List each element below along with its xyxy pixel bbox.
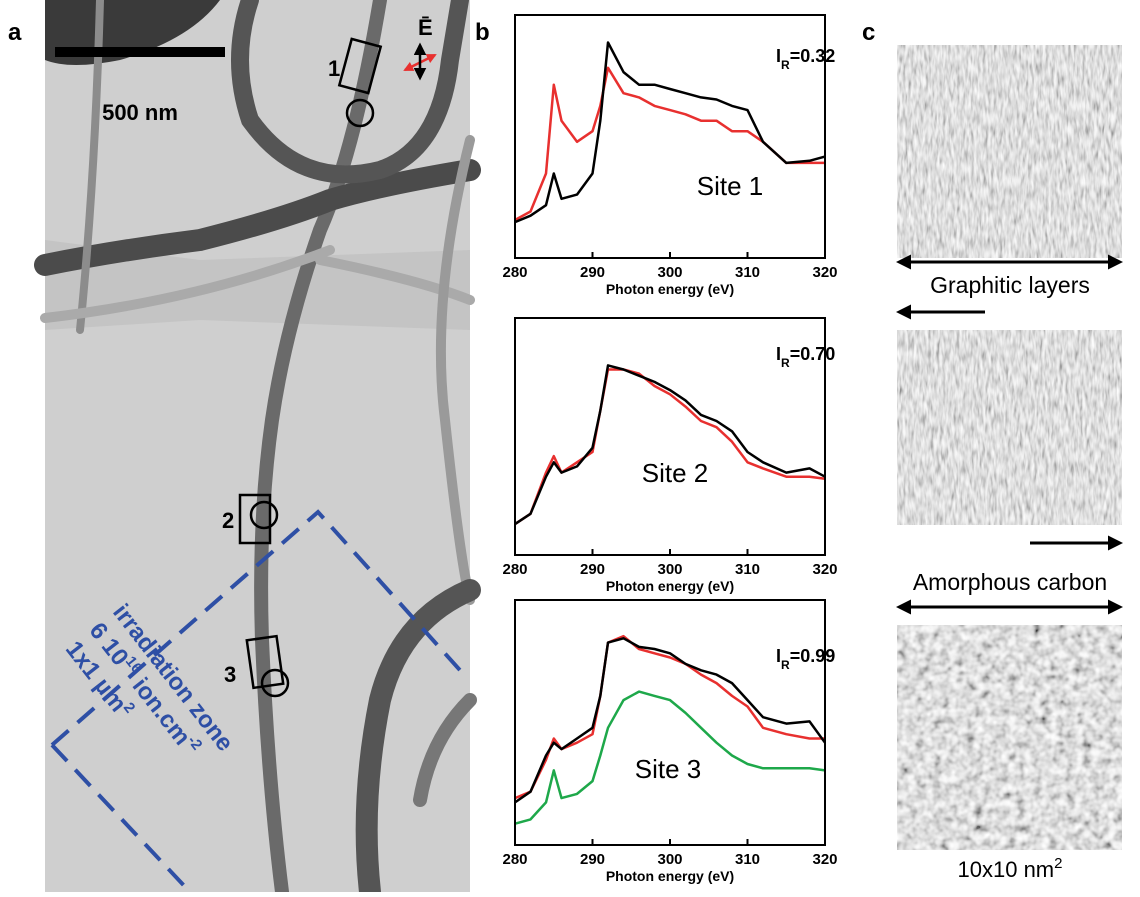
x-tick-label: 300 [657,264,682,281]
ratio-annotation: IR=0.70 [776,344,835,370]
x-tick-label: 320 [812,851,837,868]
ratio-value: =0.32 [790,46,836,66]
x-axis-label: Photon energy (eV) [606,578,734,594]
ratio-sub: R [781,658,790,672]
caption-sup: 2 [1054,855,1062,872]
ratio-annotation: IR=0.99 [776,646,835,672]
ratio-sub: R [781,58,790,72]
page: a b c 500 nm 1 2 3 Ē irradiation zone 6 … [0,0,1140,897]
caption: 10x10 nm2 [958,855,1063,882]
x-tick-label: 320 [812,561,837,578]
x-tick-label: 290 [580,264,605,281]
ratio-annotation: IR=0.32 [776,46,835,72]
site-annotation: Site 2 [642,458,709,488]
site-label: 3 [224,662,236,687]
x-axis-label: Photon energy (eV) [606,868,734,884]
site-annotation: Site 1 [697,171,764,201]
figure: a b c 500 nm 1 2 3 Ē irradiation zone 6 … [0,0,1140,892]
panel-label: a [8,19,22,46]
x-tick-label: 280 [502,851,527,868]
x-tick-label: 310 [735,264,760,281]
spectrum-line [515,370,825,525]
x-tick-label: 310 [735,851,760,868]
site-label: 2 [222,508,234,533]
x-tick-label: 280 [502,561,527,578]
hrtem-image [897,45,1122,258]
x-tick-label: 290 [580,561,605,578]
panel-label: c [862,19,875,46]
site-label: 1 [328,56,340,81]
x-tick-label: 280 [502,264,527,281]
x-tick-label: 300 [657,851,682,868]
x-tick-label: 290 [580,851,605,868]
panel-label: b [475,19,490,46]
tem-image [45,0,470,892]
spectrum-line [515,365,825,524]
caption: Graphitic layers [930,272,1090,298]
ratio-sub: R [781,356,790,370]
site-annotation: Site 3 [635,754,702,784]
x-tick-label: 300 [657,561,682,578]
hrtem-image [897,625,1122,850]
hrtem-image [897,330,1122,525]
caption: Amorphous carbon [913,569,1107,595]
spectrum-line [515,43,825,223]
ratio-value: =0.99 [790,646,836,666]
x-tick-label: 320 [812,264,837,281]
caption-text: 10x10 nm [958,857,1055,882]
scale-bar-label: 500 nm [102,100,178,125]
x-axis-label: Photon energy (eV) [606,281,734,297]
ratio-value: =0.70 [790,344,836,364]
field-label: Ē [418,15,433,40]
x-tick-label: 310 [735,561,760,578]
